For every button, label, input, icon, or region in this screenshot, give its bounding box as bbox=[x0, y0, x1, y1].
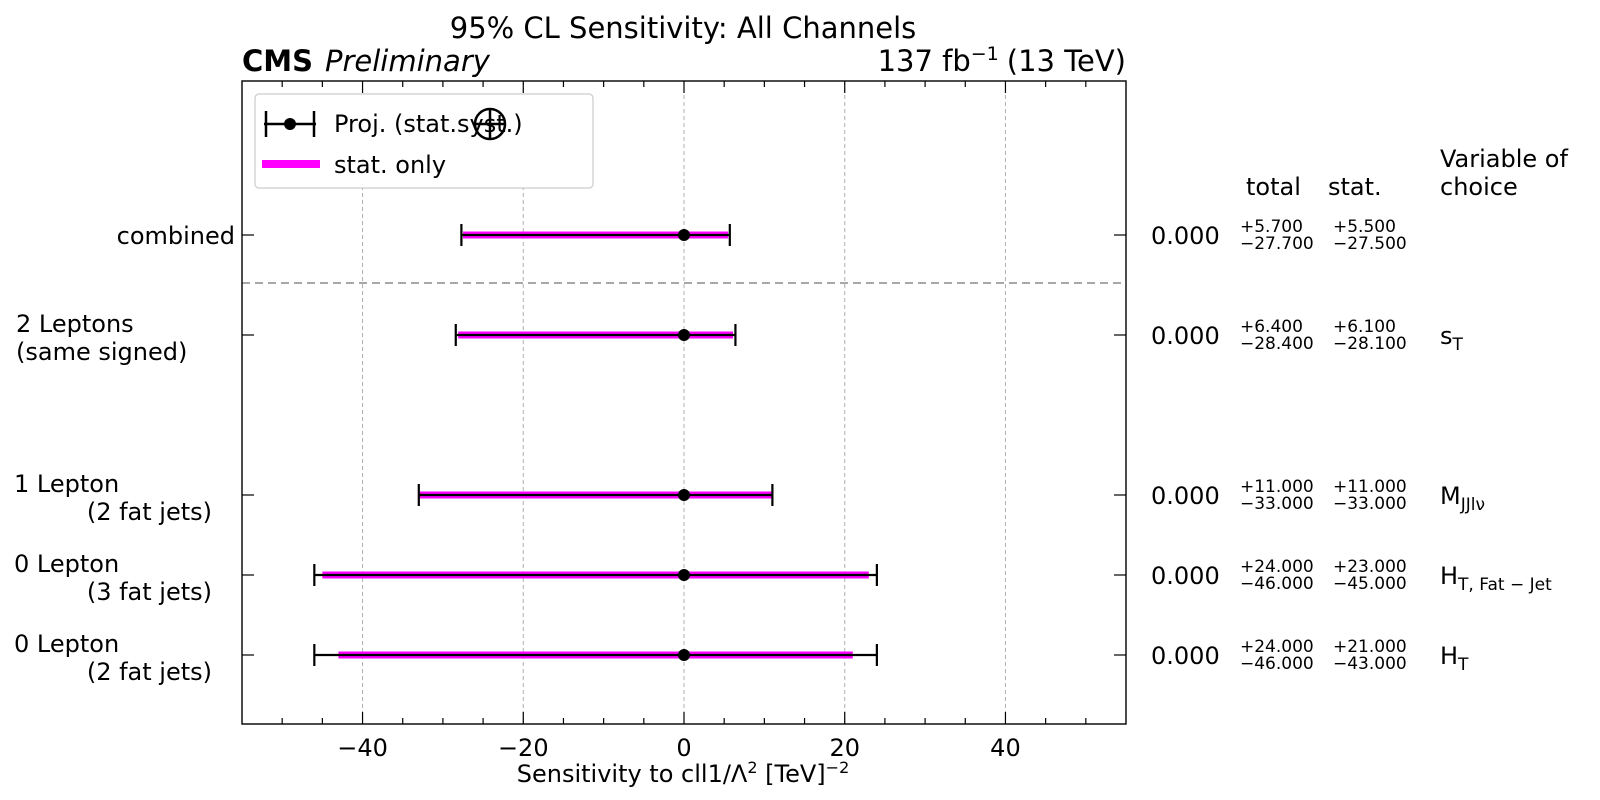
lumi-label: 137 fb−1 (13 TeV) bbox=[878, 43, 1126, 78]
row-label: (2 fat jets) bbox=[87, 498, 212, 526]
x-tick-label: −40 bbox=[337, 734, 388, 762]
variable-symbol: s bbox=[1440, 322, 1453, 350]
variable-subscript: T bbox=[1452, 335, 1464, 355]
variable-of-choice: MJJlν bbox=[1440, 482, 1485, 515]
stat-uncertainty-down: −45.000 bbox=[1333, 574, 1407, 594]
legend-marker-errorbar bbox=[264, 111, 316, 137]
central-value-marker bbox=[678, 569, 690, 581]
x-axis-label: Sensitivity to cll1/Λ2 [TeV]−2 bbox=[517, 758, 850, 788]
lumi-value: 137 fb bbox=[878, 44, 971, 78]
total-uncertainty-down: −33.000 bbox=[1240, 494, 1314, 514]
legend: Proj. (stat.syst.) stat. only bbox=[254, 93, 594, 189]
x-axis-label-main: Sensitivity to cll1/Λ bbox=[517, 760, 748, 788]
x-tick-label: 40 bbox=[990, 734, 1021, 762]
total-uncertainty-up: +24.000 bbox=[1240, 557, 1314, 577]
variable-of-choice: HT bbox=[1440, 642, 1469, 675]
chart-title: 95% CL Sensitivity: All Channels bbox=[450, 11, 917, 45]
status-label: Preliminary bbox=[325, 44, 491, 78]
variable-symbol: H bbox=[1440, 642, 1458, 670]
legend-box bbox=[254, 93, 594, 189]
x-axis-label-unit: [TeV] bbox=[758, 760, 826, 788]
header-total: total bbox=[1246, 173, 1301, 201]
total-uncertainty-up: +5.700 bbox=[1240, 217, 1303, 237]
central-value: 0.000 bbox=[1151, 642, 1220, 670]
total-uncertainty-down: −28.400 bbox=[1240, 334, 1314, 354]
variable-of-choice: sT bbox=[1440, 322, 1464, 355]
axis-ticks: −40 −20 0 20 40 bbox=[242, 81, 1126, 762]
row-label: combined bbox=[117, 222, 235, 250]
total-uncertainty-up: +6.400 bbox=[1240, 317, 1303, 337]
central-value-marker bbox=[678, 649, 690, 661]
row-label: 2 Leptons bbox=[16, 310, 134, 338]
results-table: 0.000 +5.700−27.700 +5.500−27.500 0.000 +6.4… bbox=[1151, 217, 1552, 675]
data-marks bbox=[313, 224, 878, 666]
central-value: 0.000 bbox=[1151, 222, 1220, 250]
header-variable-line1: Variable of bbox=[1440, 145, 1568, 173]
energy-label: (13 TeV) bbox=[1007, 44, 1126, 78]
variable-subscript: JJlν bbox=[1460, 495, 1485, 515]
variable-of-choice: HT, Fat − Jet bbox=[1440, 562, 1552, 595]
header-stat: stat. bbox=[1328, 173, 1382, 201]
x-axis-label-exp1: 2 bbox=[747, 758, 757, 777]
x-tick-label: −20 bbox=[498, 734, 549, 762]
stat-uncertainty-up: +11.000 bbox=[1333, 477, 1407, 497]
x-tick-label: 0 bbox=[676, 734, 691, 762]
central-value-marker bbox=[678, 489, 690, 501]
central-value: 0.000 bbox=[1151, 482, 1220, 510]
total-uncertainty-down: −46.000 bbox=[1240, 574, 1314, 594]
total-uncertainty-down: −27.700 bbox=[1240, 234, 1314, 254]
x-tick-label: 20 bbox=[829, 734, 860, 762]
legend-label-stat: stat. only bbox=[334, 151, 446, 179]
total-uncertainty-down: −46.000 bbox=[1240, 654, 1314, 674]
experiment-label: CMS bbox=[242, 44, 313, 78]
total-uncertainty-up: +11.000 bbox=[1240, 477, 1314, 497]
stat-uncertainty-down: −28.100 bbox=[1333, 334, 1407, 354]
variable-symbol: H bbox=[1440, 562, 1458, 590]
row-label: (same signed) bbox=[16, 338, 187, 366]
row-label: 0 Lepton bbox=[14, 630, 119, 658]
row-label: (2 fat jets) bbox=[87, 658, 212, 686]
lumi-exponent: −1 bbox=[971, 43, 999, 65]
row-label: (3 fat jets) bbox=[87, 578, 212, 606]
stat-uncertainty-down: −27.500 bbox=[1333, 234, 1407, 254]
variable-symbol: M bbox=[1440, 482, 1461, 510]
oplus-icon bbox=[473, 107, 507, 141]
total-uncertainty-up: +24.000 bbox=[1240, 637, 1314, 657]
stat-uncertainty-up: +6.100 bbox=[1333, 317, 1396, 337]
variable-subscript: T bbox=[1457, 655, 1469, 675]
stat-uncertainty-down: −33.000 bbox=[1333, 494, 1407, 514]
x-axis-label-exp2: −2 bbox=[826, 758, 850, 777]
stat-uncertainty-up: +5.500 bbox=[1333, 217, 1396, 237]
legend-label-total-pre: Proj. (stat. bbox=[334, 110, 457, 138]
central-value-marker bbox=[678, 229, 690, 241]
header-variable-line2: choice bbox=[1440, 173, 1518, 201]
central-value: 0.000 bbox=[1151, 322, 1220, 350]
row-label: 1 Lepton bbox=[14, 470, 119, 498]
row-label: 0 Lepton bbox=[14, 550, 119, 578]
central-value: 0.000 bbox=[1151, 562, 1220, 590]
stat-uncertainty-down: −43.000 bbox=[1333, 654, 1407, 674]
variable-subscript: T, Fat − Jet bbox=[1457, 575, 1552, 595]
stat-uncertainty-up: +21.000 bbox=[1333, 637, 1407, 657]
central-value-marker bbox=[678, 329, 690, 341]
stat-uncertainty-up: +23.000 bbox=[1333, 557, 1407, 577]
